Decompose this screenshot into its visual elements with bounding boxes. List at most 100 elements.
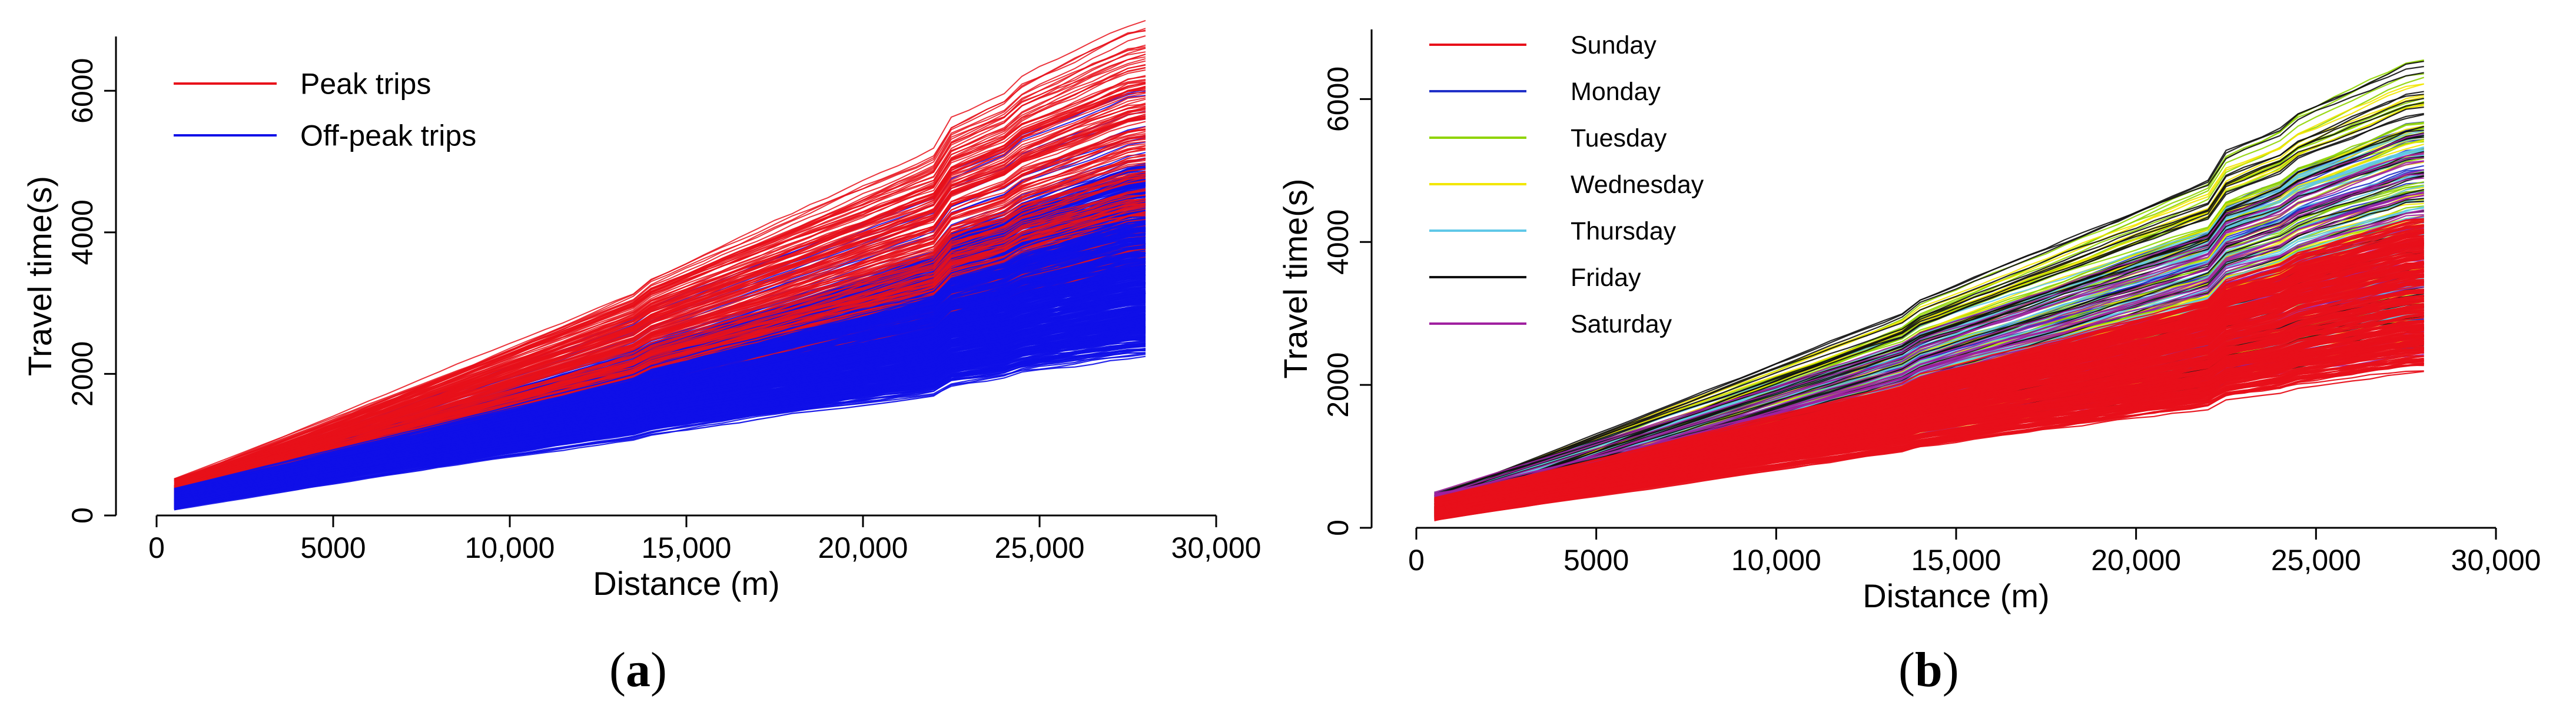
trip-line <box>1434 321 2424 511</box>
trip-line <box>1434 153 2424 501</box>
legend: Peak trips Off-peak trips <box>174 68 476 152</box>
y-axis-label: Travel time(s) <box>1277 178 1314 378</box>
y-tick-label: 2000 <box>1322 352 1355 418</box>
x-tick-label: 15,000 <box>1911 544 2001 577</box>
x-tick-label: 10,000 <box>465 531 555 564</box>
trip-line <box>1434 125 2424 507</box>
axes: 0 5000 10,000 15,000 20,000 25,000 30,000 Dista… <box>1277 29 2541 614</box>
trip-line <box>174 177 1146 485</box>
legend-label: Peak trips <box>300 68 431 101</box>
trip-line <box>174 344 1146 508</box>
trip-line <box>174 239 1146 509</box>
trip-line <box>1434 363 2424 513</box>
trip-line <box>1434 324 2424 499</box>
x-tick-label: 15,000 <box>642 531 732 564</box>
trip-line <box>174 102 1146 489</box>
trip-line <box>174 173 1146 488</box>
x-axis-label: Distance (m) <box>1863 577 2049 614</box>
y-tick-label: 2000 <box>66 341 99 407</box>
trip-line <box>1434 133 2424 497</box>
series-off-peak-trips-core <box>174 216 1146 509</box>
chart-b: 0 5000 10,000 15,000 20,000 25,000 30,000 Dista… <box>1277 29 2541 614</box>
trip-line <box>1434 357 2424 507</box>
trip-line <box>1434 298 2424 513</box>
legend-label: Off-peak trips <box>300 119 476 152</box>
trip-line <box>174 234 1146 494</box>
trip-line <box>174 281 1146 494</box>
x-tick-label: 30,000 <box>1171 531 1262 564</box>
trip-line <box>174 234 1146 505</box>
trip-line <box>1434 273 2424 511</box>
x-axis-label: Distance (m) <box>593 565 779 602</box>
trip-line <box>1434 257 2424 511</box>
x-tick-label: 0 <box>1408 544 1425 577</box>
x-tick-label: 25,000 <box>995 531 1085 564</box>
trip-line <box>174 291 1146 507</box>
series-sunday <box>1434 218 2424 521</box>
trip-line <box>1434 315 2424 518</box>
legend: Sunday Monday Tuesday Wednesday Thursday Frid… <box>1429 31 1704 338</box>
data-lines <box>1434 59 2425 521</box>
y-tick-label: 0 <box>66 507 99 524</box>
trip-line <box>174 275 1146 507</box>
x-tick-label: 25,000 <box>2271 544 2361 577</box>
y-tick-label: 4000 <box>1322 209 1355 275</box>
x-tick-label: 10,000 <box>1731 544 1821 577</box>
trip-line <box>1434 341 2424 499</box>
trip-line <box>174 148 1146 485</box>
panel-label-a: (a) <box>609 643 667 697</box>
trip-line <box>174 203 1146 489</box>
trip-line <box>174 89 1146 490</box>
trip-line <box>174 200 1146 480</box>
legend-label: Saturday <box>1571 310 1672 338</box>
trip-line <box>174 19 1146 494</box>
y-tick-label: 6000 <box>1322 66 1355 132</box>
y-tick-label: 6000 <box>66 58 99 124</box>
x-tick-label: 30,000 <box>2451 544 2541 577</box>
panel-label-b: (b) <box>1898 643 1959 697</box>
trip-line <box>1434 218 2424 512</box>
trip-line <box>1434 114 2424 500</box>
trip-line <box>174 190 1146 481</box>
trip-line <box>174 310 1146 500</box>
trip-line <box>174 80 1146 486</box>
legend-label: Monday <box>1571 78 1661 106</box>
x-tick-label: 5000 <box>300 531 366 564</box>
trip-line <box>1434 251 2424 518</box>
trip-line <box>1434 328 2424 510</box>
x-tick-label: 0 <box>148 531 165 564</box>
y-tick-label: 0 <box>1322 520 1355 536</box>
legend-label: Tuesday <box>1571 124 1667 152</box>
axes: 0 5000 10,000 15,000 20,000 25,000 30,000 Dista… <box>21 36 1261 602</box>
trip-line <box>1434 112 2424 496</box>
trip-line <box>174 293 1146 507</box>
trip-line <box>174 56 1146 487</box>
x-tick-label: 5000 <box>1563 544 1629 577</box>
legend-label: Sunday <box>1571 31 1657 59</box>
trip-line <box>174 131 1146 498</box>
trip-line <box>174 117 1146 489</box>
trip-line <box>1434 65 2424 501</box>
x-tick-label: 20,000 <box>2091 544 2181 577</box>
trip-line <box>1434 157 2424 507</box>
legend-label: Friday <box>1571 264 1641 292</box>
trip-line <box>174 171 1146 483</box>
trip-line <box>1434 231 2424 497</box>
trip-line <box>174 54 1146 482</box>
y-tick-label: 4000 <box>66 199 99 265</box>
chart-a: 0 5000 10,000 15,000 20,000 25,000 30,000 Dista… <box>21 19 1261 602</box>
trip-line <box>174 88 1146 488</box>
legend-label: Wednesday <box>1571 171 1704 199</box>
data-lines <box>174 19 1146 511</box>
trip-line <box>174 227 1146 493</box>
y-axis-label: Travel time(s) <box>21 176 58 376</box>
trip-line <box>174 342 1146 510</box>
trip-line <box>174 216 1146 490</box>
trip-line <box>174 290 1146 495</box>
legend-label: Thursday <box>1571 217 1677 245</box>
trip-line <box>174 316 1146 496</box>
trip-line <box>1434 276 2424 521</box>
trip-line <box>174 324 1146 509</box>
trip-line <box>174 295 1146 495</box>
